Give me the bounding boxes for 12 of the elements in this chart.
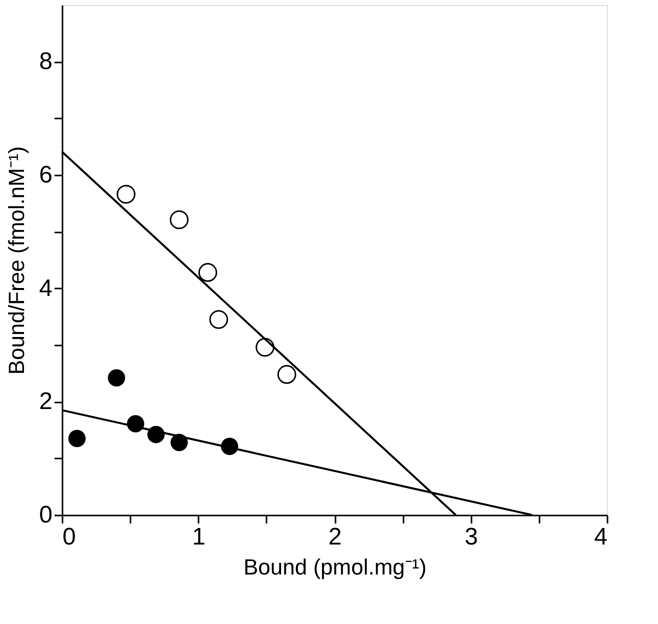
y-tick-label: 8: [39, 48, 52, 76]
x-tick-label: 2: [328, 524, 342, 550]
x-tick-label: 3: [464, 524, 478, 550]
y-axis-title: Bound/Free (fmol.nM⁻¹): [4, 146, 30, 375]
x-tick-label: 0: [62, 524, 76, 550]
y-tick-label: 6: [39, 162, 52, 188]
x-axis-title: Bound (pmol.mg⁻¹): [243, 554, 427, 580]
y-tick-label: 4: [39, 274, 52, 302]
x-tick-label: 4: [594, 524, 608, 550]
y-tick-label: 2: [39, 388, 52, 416]
x-tick-label: 1: [192, 524, 206, 550]
y-tick-label: 0: [39, 502, 52, 528]
